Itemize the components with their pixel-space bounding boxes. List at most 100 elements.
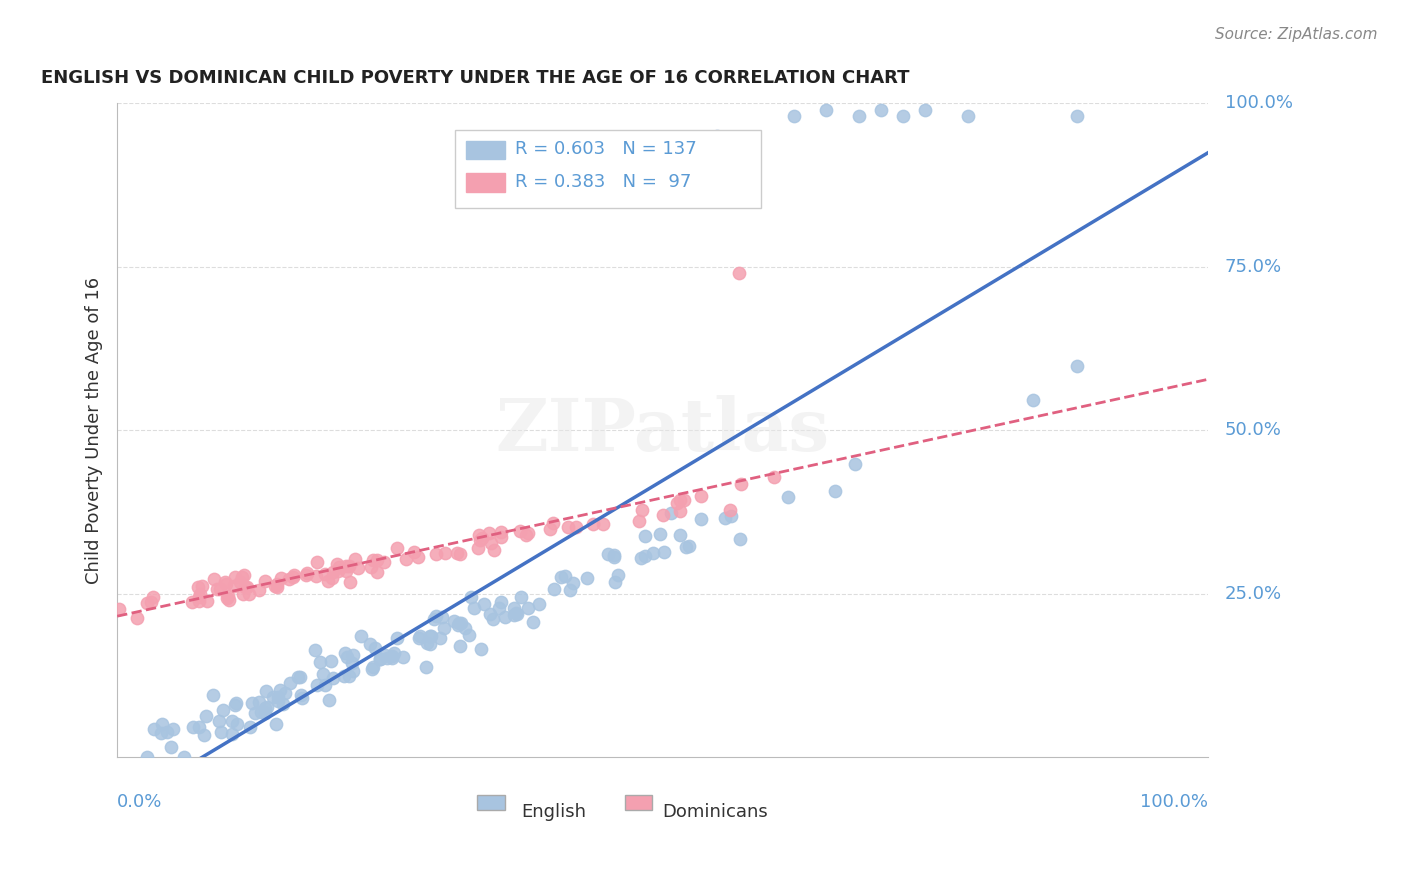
Point: [278, 676, 301, 690]
Text: ENGLISH VS DOMINICAN CHILD POVERTY UNDER THE AGE OF 16 CORRELATION CHART: ENGLISH VS DOMINICAN CHILD POVERTY UNDER…: [41, 69, 910, 87]
Point: [247, 695, 270, 709]
Point: [236, 580, 259, 594]
Point: [446, 546, 468, 560]
Point: [156, 725, 179, 739]
Point: [254, 574, 277, 588]
Point: [564, 520, 586, 534]
Point: [183, 720, 205, 734]
Point: [494, 609, 516, 624]
Point: [478, 526, 501, 541]
Point: [482, 543, 505, 558]
Point: [274, 686, 297, 700]
Point: [143, 722, 166, 736]
Text: R = 0.383   N =  97: R = 0.383 N = 97: [516, 173, 692, 191]
Point: [554, 569, 576, 583]
Point: [606, 568, 628, 582]
Point: [314, 567, 336, 582]
Point: [782, 110, 804, 124]
Point: [706, 129, 728, 144]
Point: [659, 506, 682, 520]
Point: [215, 577, 238, 591]
Text: 100.0%: 100.0%: [1140, 793, 1208, 812]
Point: [406, 549, 429, 564]
Point: [209, 725, 232, 739]
Point: [470, 641, 492, 656]
Point: [269, 682, 291, 697]
Point: [283, 568, 305, 582]
Point: [214, 575, 236, 590]
Point: [450, 616, 472, 631]
Point: [187, 594, 209, 608]
Point: [522, 615, 544, 629]
Point: [364, 640, 387, 655]
Point: [392, 649, 415, 664]
Point: [250, 705, 273, 719]
Point: [506, 607, 529, 621]
Point: [322, 671, 344, 685]
Point: [672, 492, 695, 507]
Text: Source: ZipAtlas.com: Source: ZipAtlas.com: [1215, 27, 1378, 42]
Point: [543, 582, 565, 596]
Point: [335, 559, 357, 574]
Point: [404, 545, 426, 559]
Point: [471, 531, 494, 545]
Point: [516, 525, 538, 540]
Point: [215, 591, 238, 605]
Point: [290, 689, 312, 703]
Point: [232, 567, 254, 582]
Point: [408, 631, 430, 645]
Point: [482, 611, 505, 625]
Point: [423, 612, 446, 626]
Point: [295, 568, 318, 582]
Point: [136, 596, 159, 610]
Point: [468, 528, 491, 542]
Point: [815, 103, 838, 117]
Point: [342, 648, 364, 662]
Point: [217, 589, 239, 603]
Point: [375, 651, 398, 665]
Point: [510, 591, 533, 605]
Point: [218, 592, 240, 607]
FancyBboxPatch shape: [624, 796, 652, 810]
Point: [188, 590, 211, 604]
Point: [141, 595, 163, 609]
Point: [824, 484, 846, 499]
Point: [202, 572, 225, 586]
Point: [449, 639, 471, 653]
Point: [503, 608, 526, 623]
Point: [373, 556, 395, 570]
Point: [361, 553, 384, 567]
Point: [596, 547, 619, 561]
Point: [472, 597, 495, 611]
Point: [447, 617, 470, 632]
Point: [295, 566, 318, 581]
Text: Dominicans: Dominicans: [662, 803, 769, 822]
Point: [489, 524, 512, 539]
Point: [870, 103, 893, 117]
Point: [266, 717, 288, 731]
Point: [335, 646, 357, 660]
Point: [322, 565, 344, 579]
Point: [360, 559, 382, 574]
Point: [848, 110, 870, 124]
Point: [221, 714, 243, 728]
Point: [361, 662, 384, 676]
Point: [347, 561, 370, 575]
Point: [488, 601, 510, 615]
Text: 75.0%: 75.0%: [1225, 258, 1282, 276]
Point: [541, 516, 564, 530]
Point: [321, 570, 343, 584]
Point: [335, 564, 357, 578]
Point: [332, 669, 354, 683]
Point: [467, 541, 489, 555]
Point: [326, 557, 349, 571]
Point: [305, 555, 328, 569]
Text: 25.0%: 25.0%: [1225, 585, 1282, 603]
Point: [557, 520, 579, 534]
Point: [575, 571, 598, 585]
Point: [592, 516, 614, 531]
Y-axis label: Child Poverty Under the Age of 16: Child Poverty Under the Age of 16: [86, 277, 103, 584]
Point: [509, 524, 531, 539]
Point: [159, 739, 181, 754]
Point: [188, 586, 211, 600]
